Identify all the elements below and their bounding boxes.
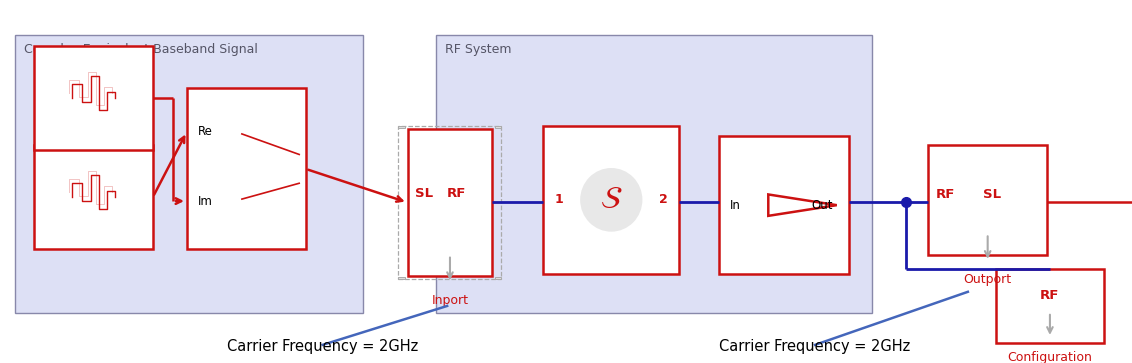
- Text: 2: 2: [659, 193, 668, 206]
- Text: RF: RF: [936, 188, 955, 201]
- Ellipse shape: [581, 168, 643, 232]
- Text: RF System: RF System: [445, 43, 512, 56]
- FancyBboxPatch shape: [408, 129, 492, 276]
- Text: Outport: Outport: [963, 273, 1012, 286]
- FancyBboxPatch shape: [719, 136, 849, 274]
- Text: SL: SL: [415, 187, 434, 200]
- Text: Im: Im: [198, 195, 213, 208]
- FancyBboxPatch shape: [436, 35, 872, 313]
- FancyBboxPatch shape: [398, 126, 405, 129]
- Text: Carrier Frequency = 2GHz: Carrier Frequency = 2GHz: [720, 339, 910, 354]
- FancyBboxPatch shape: [187, 89, 306, 249]
- FancyBboxPatch shape: [996, 269, 1104, 343]
- FancyBboxPatch shape: [34, 145, 153, 249]
- FancyBboxPatch shape: [495, 126, 501, 129]
- Text: SL: SL: [983, 188, 1001, 201]
- Text: In: In: [730, 199, 741, 212]
- FancyBboxPatch shape: [398, 277, 405, 279]
- Text: Complex Equivalent Baseband Signal: Complex Equivalent Baseband Signal: [24, 43, 258, 56]
- Text: Carrier Frequency = 2GHz: Carrier Frequency = 2GHz: [228, 339, 418, 354]
- FancyBboxPatch shape: [928, 145, 1047, 255]
- Text: $\mathcal{S}$: $\mathcal{S}$: [600, 185, 623, 214]
- Text: Inport: Inport: [431, 294, 469, 307]
- FancyBboxPatch shape: [15, 35, 363, 313]
- FancyBboxPatch shape: [34, 46, 153, 150]
- Polygon shape: [769, 195, 837, 216]
- FancyBboxPatch shape: [495, 277, 501, 279]
- Text: RF: RF: [1040, 289, 1060, 302]
- Text: 1: 1: [555, 193, 564, 206]
- Text: Configuration: Configuration: [1007, 351, 1092, 363]
- Text: RF: RF: [447, 187, 466, 200]
- Text: Re: Re: [198, 125, 213, 138]
- Text: Out: Out: [812, 199, 833, 212]
- FancyBboxPatch shape: [543, 126, 679, 274]
